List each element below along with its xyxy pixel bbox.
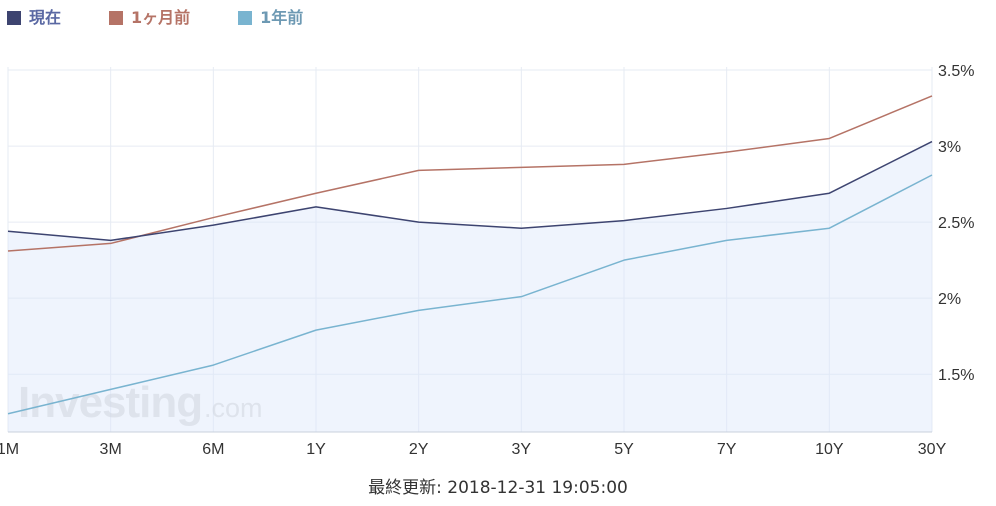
y-tick-label: 2.5% [938, 215, 974, 232]
x-tick-label: 7Y [717, 441, 737, 458]
area-fill [8, 142, 932, 432]
x-tick-label: 1Y [306, 441, 326, 458]
x-tick-label: 10Y [815, 441, 844, 458]
x-tick-label: 3Y [512, 441, 532, 458]
x-tick-label: 1M [0, 441, 19, 458]
last-updated-label: 最終更新: 2018-12-31 19:05:00 [0, 473, 996, 498]
y-tick-label: 3% [938, 139, 961, 156]
x-tick-label: 2Y [409, 441, 429, 458]
y-tick-label: 2% [938, 291, 961, 308]
y-tick-label: 1.5% [938, 367, 974, 384]
x-tick-label: 5Y [614, 441, 634, 458]
x-tick-label: 6M [202, 441, 224, 458]
series-area-fill [8, 142, 932, 432]
y-tick-label: 3.5% [938, 63, 974, 80]
x-tick-label: 3M [100, 441, 122, 458]
x-tick-label: 30Y [918, 441, 947, 458]
